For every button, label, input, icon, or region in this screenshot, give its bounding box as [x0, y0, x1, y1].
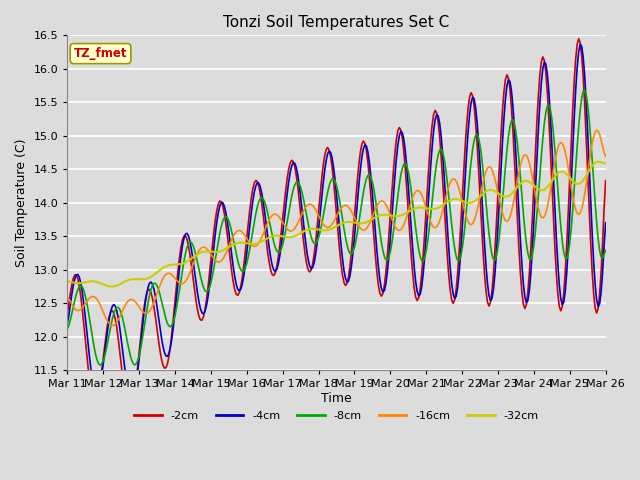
-2cm — [79, 306, 86, 312]
-32cm — [602, 161, 609, 167]
-8cm — [401, 160, 409, 166]
-2cm — [575, 36, 582, 42]
-16cm — [593, 127, 600, 133]
-2cm — [371, 253, 379, 259]
-32cm — [165, 263, 173, 268]
-16cm — [165, 270, 173, 276]
-4cm — [602, 220, 609, 226]
-8cm — [371, 196, 379, 202]
-16cm — [371, 206, 379, 212]
-2cm — [390, 169, 397, 175]
-4cm — [401, 148, 409, 154]
-16cm — [79, 305, 86, 311]
-32cm — [401, 211, 409, 216]
Line: -4cm: -4cm — [67, 45, 605, 399]
-8cm — [538, 154, 545, 159]
-32cm — [79, 280, 86, 286]
-2cm — [126, 410, 134, 416]
-8cm — [79, 284, 86, 290]
-4cm — [390, 195, 397, 201]
-32cm — [371, 215, 379, 220]
-4cm — [577, 42, 584, 48]
Title: Tonzi Soil Temperatures Set C: Tonzi Soil Temperatures Set C — [223, 15, 450, 30]
-8cm — [165, 323, 173, 329]
Legend: -2cm, -4cm, -8cm, -16cm, -32cm: -2cm, -4cm, -8cm, -16cm, -32cm — [130, 406, 543, 425]
-2cm — [165, 353, 173, 359]
-4cm — [538, 80, 545, 86]
-8cm — [63, 326, 71, 332]
-8cm — [602, 248, 609, 253]
-32cm — [63, 278, 71, 284]
-32cm — [595, 159, 602, 165]
-2cm — [63, 310, 71, 315]
Line: -2cm: -2cm — [67, 39, 605, 413]
Line: -32cm: -32cm — [67, 162, 605, 287]
-8cm — [390, 230, 397, 236]
-4cm — [371, 229, 379, 235]
-2cm — [538, 59, 545, 65]
-16cm — [108, 323, 116, 328]
-32cm — [108, 284, 116, 289]
-16cm — [401, 218, 409, 224]
-16cm — [63, 295, 71, 300]
Line: -8cm: -8cm — [67, 90, 605, 365]
Y-axis label: Soil Temperature (C): Soil Temperature (C) — [15, 139, 28, 267]
-16cm — [538, 214, 545, 220]
-4cm — [79, 289, 86, 295]
-32cm — [538, 188, 545, 193]
Text: TZ_fmet: TZ_fmet — [74, 47, 127, 60]
-4cm — [63, 321, 71, 326]
-4cm — [128, 396, 136, 402]
-8cm — [97, 362, 104, 368]
-32cm — [390, 213, 397, 219]
X-axis label: Time: Time — [321, 392, 352, 405]
-4cm — [165, 350, 173, 356]
Line: -16cm: -16cm — [67, 130, 605, 325]
-16cm — [602, 154, 609, 159]
-2cm — [401, 166, 409, 171]
-8cm — [581, 87, 589, 93]
-2cm — [602, 178, 609, 183]
-16cm — [390, 220, 397, 226]
